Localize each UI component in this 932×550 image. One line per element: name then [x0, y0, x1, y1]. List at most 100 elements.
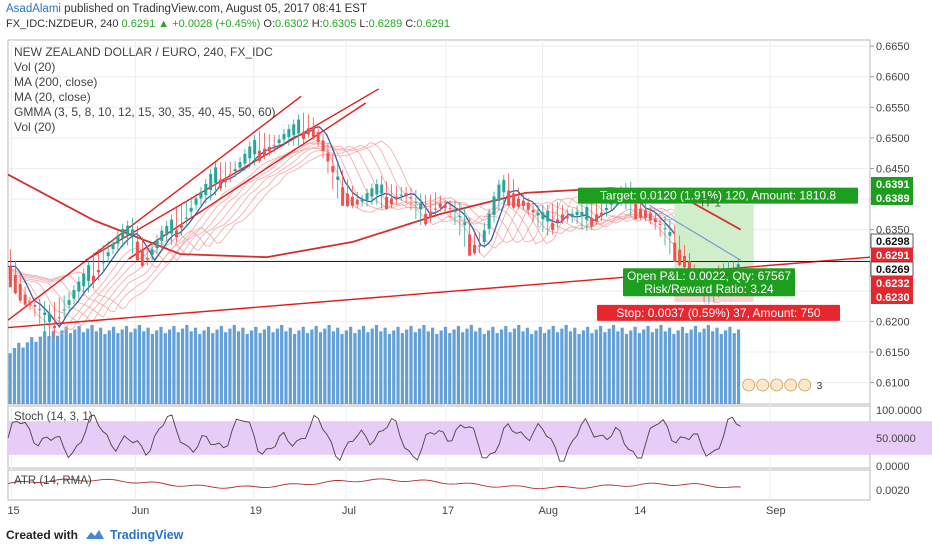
price-badge-box	[871, 177, 913, 191]
time-axis[interactable]: 15 Jun 19 Jul 17 Aug 14 Sep	[7, 505, 785, 517]
channel-upper-line	[85, 88, 380, 261]
time-tick-label: 14	[634, 505, 646, 517]
price-chart[interactable]: Target: 0.0120 (1.91%) 120, Amount: 1810…	[0, 36, 932, 521]
volume-bar	[17, 342, 21, 404]
candle-body	[556, 219, 560, 223]
volume-bar	[469, 325, 473, 404]
volume-bar	[525, 327, 529, 404]
candle-body	[126, 225, 130, 236]
volume-bar	[349, 326, 353, 404]
target-zone	[674, 204, 754, 280]
volume-bar	[456, 325, 460, 404]
volume-bar	[8, 353, 12, 404]
candle-body	[521, 200, 525, 206]
price-axis[interactable]: 0.66500.66000.65500.65000.64500.64000.63…	[870, 41, 914, 390]
candle-body	[277, 139, 281, 143]
event-marker	[784, 378, 798, 392]
volume-bar	[413, 332, 417, 404]
candle-body	[492, 196, 496, 215]
candle-body	[218, 179, 222, 189]
time-tick-label: 17	[442, 505, 454, 517]
volume-bar	[275, 328, 279, 404]
volume-bar	[258, 333, 262, 404]
candle-body	[262, 148, 266, 157]
volume-bar	[94, 331, 98, 404]
rr-label: Risk/Reward Ratio: 3.24	[644, 282, 774, 296]
tradingview-brand[interactable]: TradingView	[110, 528, 184, 542]
candle-body	[394, 196, 398, 200]
candle-body	[453, 210, 457, 212]
volume-bar	[568, 331, 573, 404]
volume-bar	[280, 325, 284, 404]
volume-bar	[81, 332, 86, 404]
candle-body	[497, 184, 501, 202]
volume-bar	[629, 330, 633, 404]
price-badge-box	[871, 248, 913, 262]
volume-bar	[176, 332, 180, 404]
candle-body	[82, 273, 86, 287]
volume-bar	[435, 334, 439, 404]
volume-bar	[55, 335, 60, 404]
volume-bar	[331, 331, 336, 404]
candle-body	[502, 179, 506, 193]
candle-body	[297, 119, 301, 134]
volume-bar	[491, 326, 495, 404]
candle-body	[404, 193, 408, 196]
volume-bar	[137, 325, 142, 404]
volume-bar	[452, 329, 456, 404]
candle-body	[663, 228, 667, 230]
legend-item: MA (200, close)	[14, 75, 97, 89]
volume-bar	[573, 327, 577, 404]
candle-body	[355, 199, 359, 205]
volume-bar	[594, 329, 598, 404]
candle-body	[116, 235, 120, 244]
candle-body	[648, 213, 652, 221]
candle-body	[341, 187, 345, 206]
symbol-label: FX_IDC:NZDEUR, 240	[6, 18, 119, 30]
candle-body	[111, 243, 115, 250]
price-tick-label: 0.6450	[876, 163, 910, 175]
volume-bar	[689, 329, 693, 404]
candle-body	[380, 184, 384, 194]
candle-body	[433, 208, 437, 210]
time-tick-label: Aug	[538, 505, 558, 517]
close-label: C:	[405, 18, 417, 30]
candle-body	[67, 300, 71, 305]
price-tick-label: 0.6600	[876, 72, 910, 84]
candle-body	[424, 213, 428, 225]
volume-bar	[146, 327, 150, 404]
candle-body	[238, 162, 242, 168]
volume-bar	[206, 326, 211, 404]
volume-bar	[534, 330, 538, 404]
volume-bar	[336, 327, 340, 404]
volume-bar	[267, 325, 271, 404]
candle-body	[52, 326, 56, 329]
volume-bar	[732, 333, 736, 404]
candle-body	[253, 140, 257, 155]
candle-body	[77, 281, 81, 292]
candle-body	[580, 212, 584, 217]
volume-bar	[172, 325, 176, 404]
gmma-ribbon	[7, 126, 742, 335]
event-count: 3	[817, 381, 823, 392]
volume-bar	[521, 331, 525, 404]
price-tick-label: 0.6500	[876, 133, 910, 145]
candle-body	[438, 203, 442, 208]
chart-header: AsadAlami published on TradingView.com, …	[0, 0, 932, 34]
stochastic-pane[interactable]: 100.0000 50.0000 0.0000 Stoch (14, 3, 1)	[7, 405, 932, 473]
candle-body	[639, 208, 643, 218]
target-label-box	[578, 187, 858, 204]
candle-body	[209, 173, 213, 191]
candle-body	[370, 188, 374, 197]
candle-body	[160, 230, 164, 242]
volume-bar	[724, 330, 728, 404]
author-link[interactable]: AsadAlami	[6, 3, 61, 15]
candle-body	[258, 150, 262, 161]
candle-body	[131, 229, 135, 235]
time-tick-label: Jul	[342, 505, 356, 517]
volume-bar	[305, 333, 310, 404]
volume-bar	[392, 330, 396, 404]
candle-body	[267, 146, 271, 152]
time-tick-label: 15	[7, 505, 19, 517]
atr-pane[interactable]: 0.0020 ATR (14, RMA)	[7, 475, 910, 497]
